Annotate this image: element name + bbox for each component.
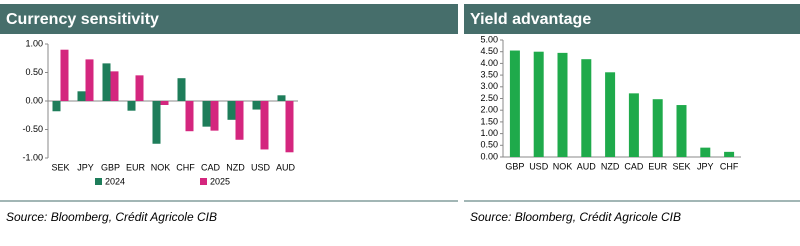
bar <box>177 78 186 101</box>
bar <box>102 63 111 101</box>
legend-swatch <box>200 178 207 185</box>
y-tick-label: 0.50 <box>25 67 43 77</box>
bar <box>77 91 86 101</box>
source: Source: Bloomberg, Crédit Agricole CIB <box>6 210 217 224</box>
x-tick-label: NZD <box>601 161 620 171</box>
x-tick-label: GBP <box>505 161 524 171</box>
y-tick-label: -1.00 <box>22 152 43 162</box>
x-tick-label: JPY <box>77 162 94 172</box>
bar <box>60 49 69 101</box>
bar <box>135 75 144 101</box>
y-tick-label: 4.50 <box>480 46 498 56</box>
x-tick-label: CAD <box>624 161 644 171</box>
bar <box>557 52 568 158</box>
y-tick-label: 4.00 <box>480 58 498 68</box>
bar <box>152 101 161 144</box>
header-bar <box>464 4 800 34</box>
x-tick-label: NOK <box>553 161 573 171</box>
y-tick-label: 1.00 <box>25 38 43 48</box>
y-tick-label: 0.00 <box>25 95 43 105</box>
bar <box>533 51 544 158</box>
legend-label: 2025 <box>210 176 230 186</box>
bar <box>235 101 244 140</box>
x-tick-label: CHF <box>176 162 195 172</box>
chart-title: Yield advantage <box>470 11 591 28</box>
bar <box>160 101 169 105</box>
y-tick-label: 1.00 <box>480 128 498 138</box>
x-tick-label: EUR <box>648 161 668 171</box>
y-tick-label: 5.00 <box>480 34 498 44</box>
bar <box>85 59 94 101</box>
bar <box>260 101 269 150</box>
x-tick-label: SEK <box>672 161 690 171</box>
bar <box>277 95 286 101</box>
bar <box>581 59 592 157</box>
bar <box>52 101 61 112</box>
x-tick-label: USD <box>251 162 271 172</box>
x-tick-label: JPY <box>697 161 714 171</box>
x-tick-label: NZD <box>226 162 245 172</box>
bar <box>252 101 261 110</box>
y-tick-label: 3.50 <box>480 69 498 79</box>
page: Currency sensitivity Yield advantage Sou… <box>0 4 800 224</box>
bar <box>185 101 194 132</box>
bar <box>285 101 294 153</box>
y-tick-label: 2.50 <box>480 93 498 103</box>
bar <box>700 147 711 157</box>
header-bar <box>0 4 458 34</box>
x-tick-label: NOK <box>151 162 171 172</box>
x-tick-label: CHF <box>720 161 739 171</box>
bar <box>628 93 639 157</box>
y-tick-label: 1.50 <box>480 116 498 126</box>
x-tick-label: SEK <box>51 162 69 172</box>
bar <box>509 50 520 157</box>
bar <box>110 71 119 101</box>
x-tick-label: EUR <box>126 162 146 172</box>
bar <box>210 101 219 131</box>
legend-label: 2024 <box>105 176 125 186</box>
bar <box>605 72 616 157</box>
x-tick-label: AUD <box>276 162 296 172</box>
y-tick-label: 0.50 <box>480 140 498 150</box>
y-tick-label: 2.00 <box>480 105 498 115</box>
legend-swatch <box>95 178 102 185</box>
bar <box>127 101 136 111</box>
chart-title: Currency sensitivity <box>6 11 159 28</box>
y-tick-label: 0.00 <box>480 151 498 161</box>
bar <box>227 101 236 120</box>
x-tick-label: GBP <box>101 162 120 172</box>
bar <box>724 151 735 157</box>
bar <box>676 105 687 157</box>
y-tick-label: -0.50 <box>22 124 43 134</box>
x-tick-label: AUD <box>577 161 597 171</box>
y-tick-label: 3.00 <box>480 81 498 91</box>
x-tick-label: CAD <box>201 162 221 172</box>
bar <box>202 101 211 127</box>
source: Source: Bloomberg, Crédit Agricole CIB <box>470 210 681 224</box>
bar <box>652 99 663 157</box>
x-tick-label: USD <box>529 161 549 171</box>
